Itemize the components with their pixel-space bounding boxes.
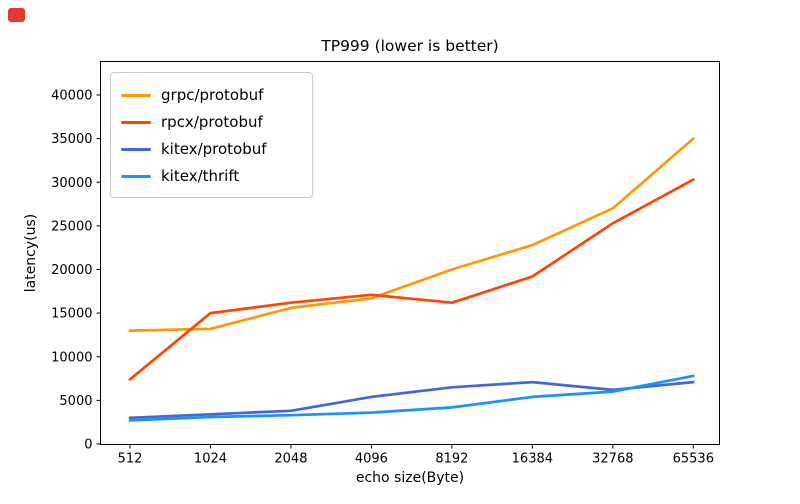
axes-spines <box>100 61 720 445</box>
legend-label: kitex/protobuf <box>161 140 267 158</box>
legend-item: kitex/thrift <box>121 163 312 190</box>
legend-item: grpc/protobuf <box>121 82 312 109</box>
y-tick-label: 35000 <box>51 132 92 147</box>
legend-swatch-rpcx-protobuf <box>121 120 151 125</box>
x-tick-label: 1024 <box>194 452 227 467</box>
legend-item: rpcx/protobuf <box>121 109 312 136</box>
y-tick-label: 25000 <box>51 219 92 234</box>
legend-label: kitex/thrift <box>161 167 240 185</box>
x-tick-label: 2048 <box>274 452 307 467</box>
x-tick-label: 4096 <box>355 452 388 467</box>
legend-swatch-kitex-protobuf <box>121 147 151 152</box>
y-tick-label: 30000 <box>51 176 92 191</box>
legend-swatch-grpc-protobuf <box>121 93 151 98</box>
x-tick-label: 65536 <box>673 452 714 467</box>
series-line-kitex-protobuf <box>128 380 695 420</box>
series-line-grpc-protobuf <box>128 137 695 332</box>
y-tick-label: 20000 <box>51 263 92 278</box>
y-tick-label: 0 <box>84 438 92 453</box>
legend-box: grpc/protobuf rpcx/protobuf kitex/protob… <box>110 72 313 198</box>
chart-title: TP999 (lower is better) <box>321 37 499 55</box>
y-tick-label: 10000 <box>51 350 92 365</box>
red-marker-icon <box>8 8 25 22</box>
series-line-rpcx-protobuf <box>128 178 695 381</box>
legend-swatch-kitex-thrift <box>121 174 151 179</box>
x-axis-label: echo size(Byte) <box>355 470 465 486</box>
x-tick-label: 16384 <box>512 452 553 467</box>
y-tick-label: 15000 <box>51 307 92 322</box>
x-tick-label: 512 <box>118 452 143 467</box>
x-tick-label: 32768 <box>592 452 633 467</box>
legend-label: rpcx/protobuf <box>161 113 263 131</box>
y-tick-label: 40000 <box>51 89 92 104</box>
y-axis-label: latency(us) <box>23 213 39 293</box>
y-tick-label: 5000 <box>59 394 92 409</box>
legend-item: kitex/protobuf <box>121 136 312 163</box>
x-tick-label: 8192 <box>435 452 468 467</box>
legend-label: grpc/protobuf <box>161 86 264 104</box>
series-line-kitex-thrift <box>128 374 695 422</box>
